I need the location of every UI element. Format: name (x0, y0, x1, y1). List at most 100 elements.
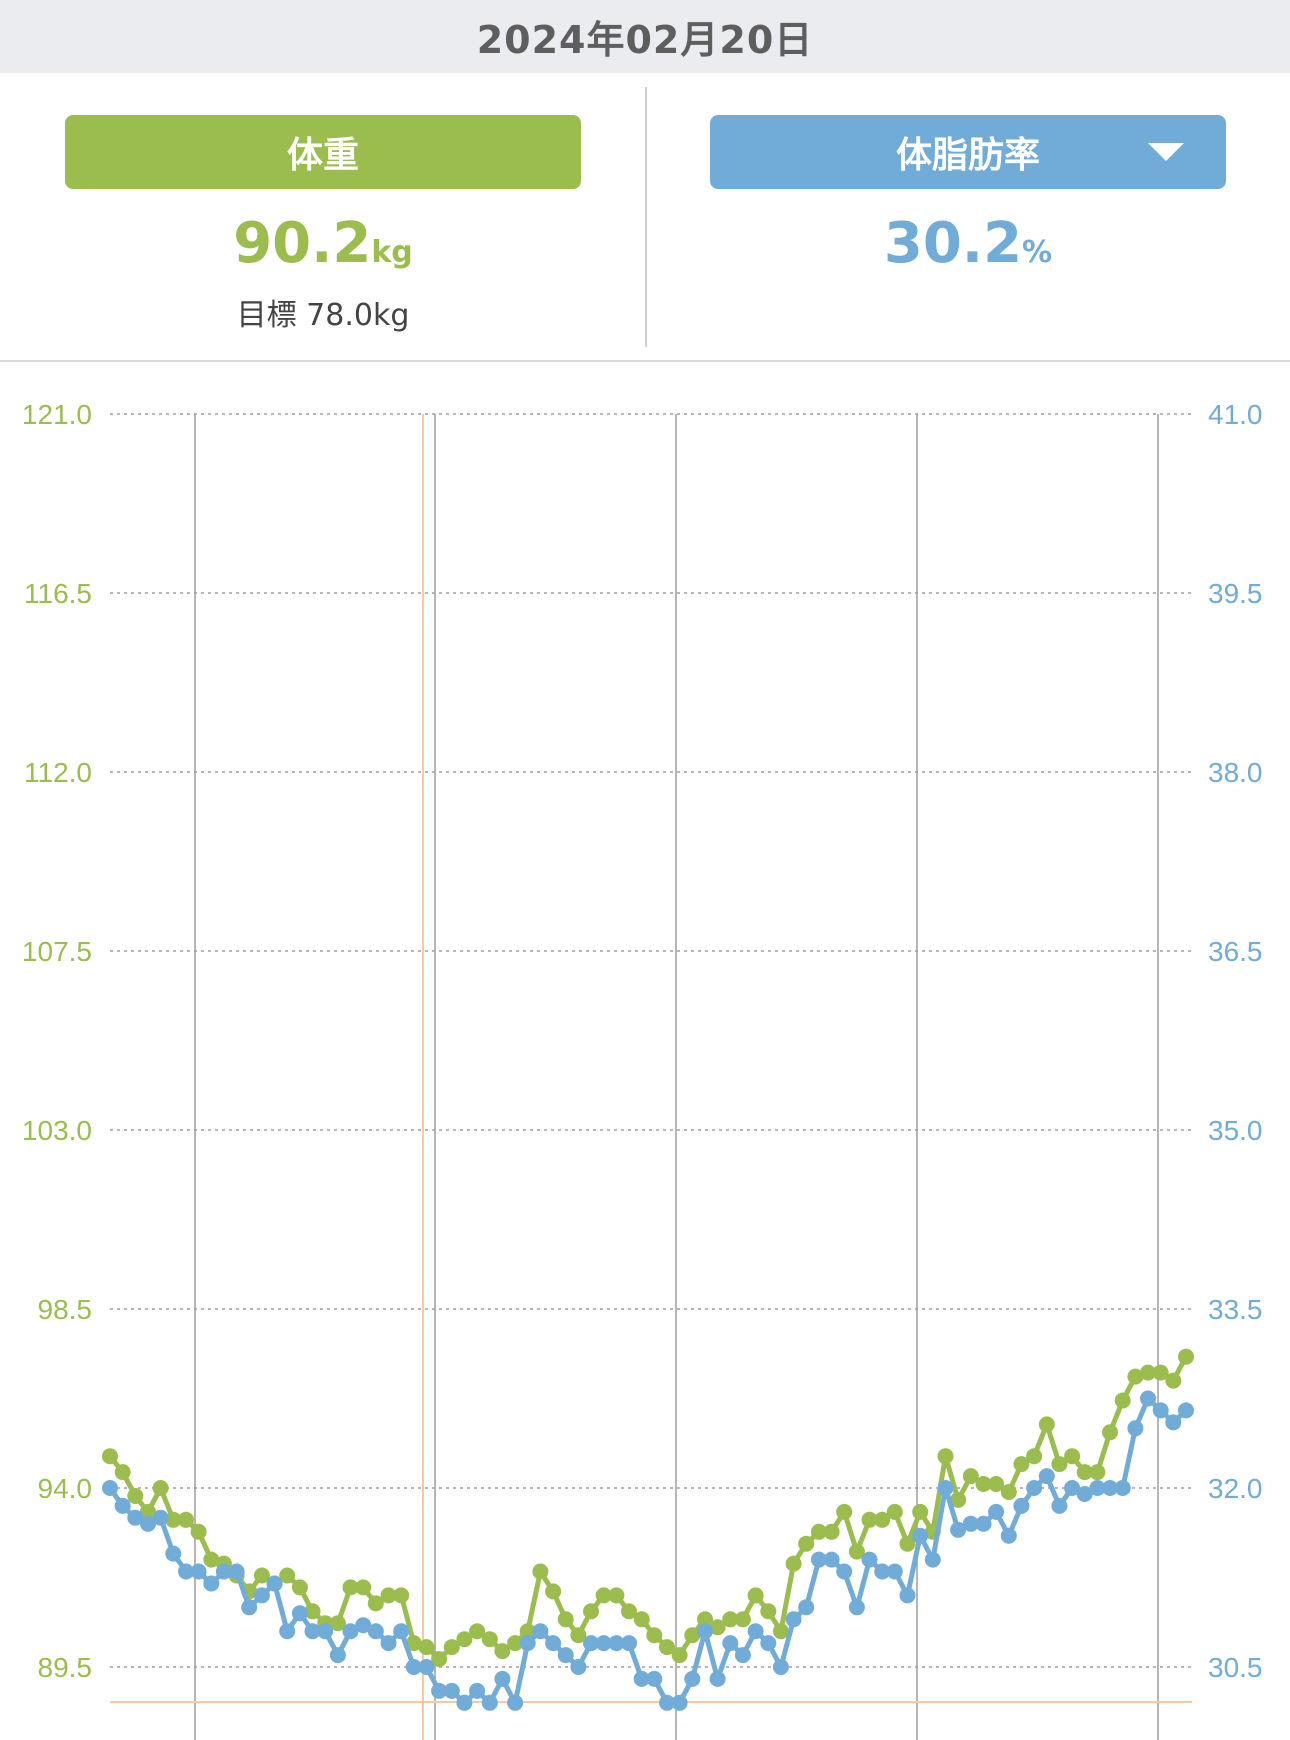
weight-data-point (279, 1567, 296, 1584)
fat-data-point (633, 1670, 650, 1687)
panel-divider (645, 87, 647, 347)
weight-data-point (899, 1535, 916, 1552)
weight-data-point (646, 1627, 663, 1644)
left-axis-tick: 116.5 (24, 578, 92, 609)
fat-data-point (1076, 1486, 1093, 1502)
weight-data-point (1038, 1416, 1055, 1433)
weight-data-point (418, 1639, 435, 1656)
weight-data-point (722, 1611, 739, 1628)
weight-data-point (355, 1579, 372, 1596)
fat-data-point (228, 1563, 245, 1580)
fat-data-point (962, 1515, 979, 1532)
weight-data-point (114, 1464, 131, 1481)
fat-data-point (456, 1694, 473, 1711)
fat-data-point (697, 1623, 713, 1640)
weight-data-point (1013, 1456, 1030, 1473)
fat-data-point (722, 1635, 739, 1652)
fat-data-point (924, 1551, 941, 1568)
weight-panel: 体重 90.2kg 目標 78.0kg (65, 115, 581, 334)
weight-data-point (469, 1623, 486, 1640)
fat-data-point (671, 1694, 688, 1711)
right-axis-tick: 33.5 (1208, 1294, 1263, 1325)
fat-data-point (899, 1587, 916, 1604)
weight-data-point (1114, 1392, 1131, 1409)
fat-data-point (988, 1503, 1005, 1520)
fat-data-point (494, 1670, 511, 1687)
fat-data-point (1127, 1420, 1144, 1437)
fat-data-point (342, 1623, 359, 1640)
fat-data-point (836, 1563, 853, 1580)
weight-data-point (178, 1511, 194, 1528)
weight-data-point (937, 1448, 954, 1465)
fat-data-point (418, 1659, 435, 1675)
weight-data-point (291, 1579, 308, 1596)
fat-data-point (646, 1670, 663, 1687)
weight-data-point (329, 1615, 346, 1632)
weight-data-point (709, 1619, 726, 1636)
weight-tab[interactable]: 体重 (65, 115, 581, 189)
weight-tab-label: 体重 (286, 135, 359, 176)
fat-data-point (545, 1635, 562, 1652)
fat-data-point (557, 1647, 574, 1664)
weight-data-point (165, 1511, 182, 1528)
weight-data-point (443, 1639, 460, 1656)
fat-data-point (355, 1617, 372, 1634)
left-axis-tick: 107.5 (22, 936, 92, 967)
fat-data-point (1038, 1468, 1055, 1485)
fat-data-point (317, 1623, 334, 1640)
fat-data-point (772, 1659, 789, 1675)
weight-data-point (1102, 1424, 1118, 1441)
fat-data-point (608, 1635, 625, 1652)
weight-data-point (1000, 1484, 1017, 1500)
weight-data-point (367, 1595, 384, 1612)
fat-data-point (380, 1635, 397, 1652)
right-axis-tick: 38.0 (1208, 757, 1263, 788)
weight-data-point (203, 1551, 220, 1568)
right-axis-tick: 32.0 (1208, 1473, 1263, 1504)
fat-data-point (1013, 1497, 1030, 1514)
weight-data-point (102, 1448, 118, 1465)
weight-data-point (671, 1647, 688, 1664)
fat-data-point (734, 1647, 751, 1664)
weight-data-point (772, 1623, 789, 1640)
fat-data-point (532, 1623, 549, 1640)
weight-data-point (861, 1511, 878, 1528)
fat-data-point (621, 1635, 637, 1652)
weight-data-point (393, 1587, 410, 1604)
fat-data-point (507, 1694, 524, 1711)
weight-data-point (253, 1567, 270, 1584)
left-axis-tick: 94.0 (38, 1473, 93, 1504)
weight-data-point (1127, 1368, 1144, 1385)
weight-data-point (975, 1476, 992, 1492)
weight-data-point (342, 1579, 359, 1596)
weight-data-point (1152, 1364, 1169, 1381)
fat-data-point (393, 1623, 410, 1640)
weight-data-point (848, 1543, 865, 1560)
weight-data-point (152, 1480, 169, 1496)
weight-number: 90.2 (233, 211, 372, 276)
weight-fat-chart[interactable]: 121.0 41.0 116.5 39.5 112.0 38.0 107.5 36.5 103.… (0, 362, 1290, 1740)
fat-data-point (1178, 1402, 1194, 1419)
weight-data-point (519, 1623, 536, 1640)
fat-data-point (266, 1575, 283, 1592)
right-axis-tick: 35.0 (1208, 1115, 1263, 1146)
left-axis-tick: 89.5 (38, 1652, 93, 1683)
date-header[interactable]: 2024年02月20日 (0, 0, 1290, 73)
fat-data-point (140, 1515, 156, 1532)
fat-data-point (165, 1545, 182, 1562)
body-fat-tab[interactable]: 体脂肪率 (710, 115, 1226, 189)
weight-data-point (1089, 1464, 1106, 1481)
chevron-down-icon[interactable] (1148, 143, 1184, 161)
fat-data-point (659, 1694, 675, 1711)
fat-data-point (304, 1623, 321, 1640)
weight-data-point (912, 1503, 929, 1520)
weight-data-point (1178, 1348, 1194, 1365)
fat-data-point (279, 1623, 296, 1640)
weight-data-point (785, 1555, 802, 1572)
right-axis-tick: 36.5 (1208, 936, 1263, 967)
fat-data-point (203, 1575, 220, 1592)
weight-data-point (1051, 1456, 1068, 1473)
fat-data-point (215, 1563, 232, 1580)
weight-data-point (608, 1587, 625, 1604)
fat-data-point (810, 1551, 827, 1568)
